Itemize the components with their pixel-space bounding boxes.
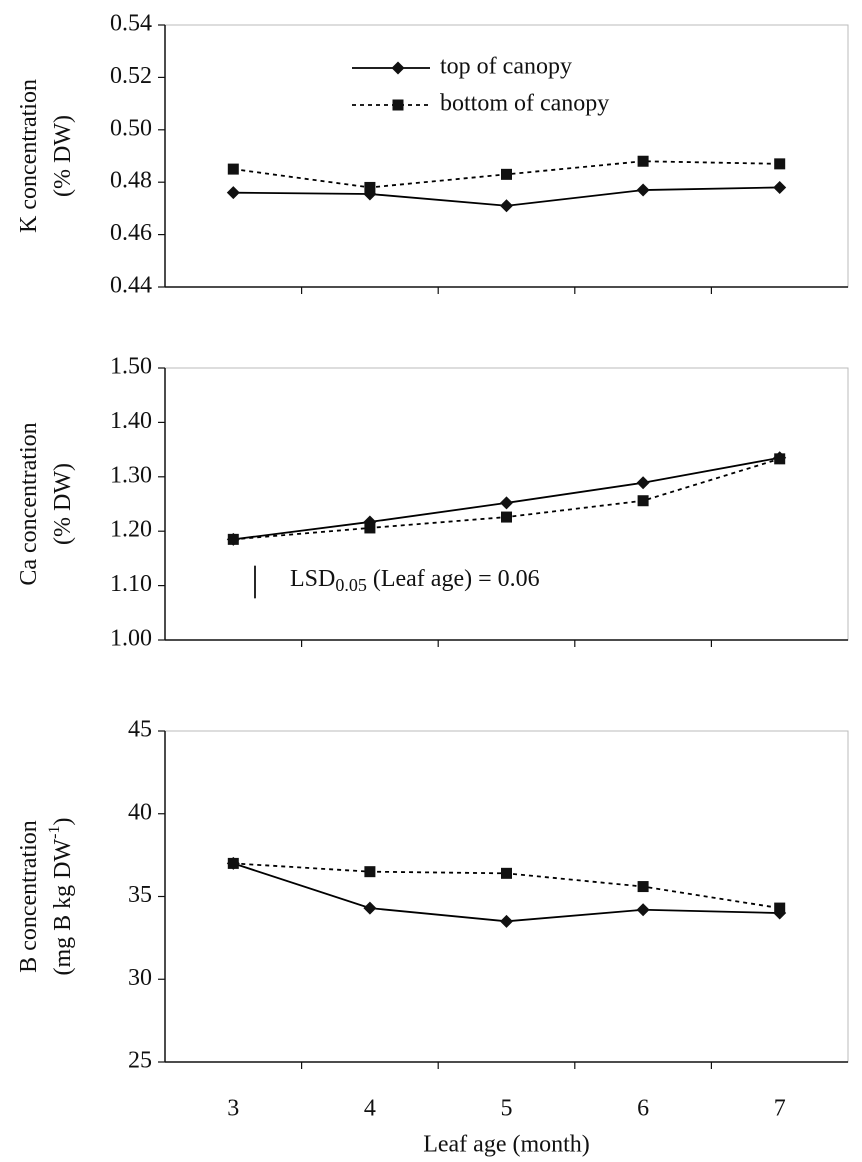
marker-square: [227, 163, 239, 175]
y-tick-label: 0.48: [110, 168, 152, 194]
annotation: LSD0.05 (Leaf age) = 0.06: [290, 566, 540, 596]
legend-marker: [392, 99, 404, 111]
x-axis-title: Leaf age (month): [423, 1132, 590, 1158]
marker-square: [637, 495, 649, 507]
marker-square: [501, 867, 512, 879]
y-tick-label: 1.50: [110, 354, 152, 380]
marker-square: [637, 881, 649, 893]
x-tick-label: 7: [774, 1096, 786, 1122]
y-axis-title-text: (mg B kg DW: [50, 838, 76, 975]
annotation-text: LSD: [290, 566, 335, 592]
y-tick-label: 35: [128, 882, 152, 908]
marker-square: [637, 155, 649, 167]
marker-diamond: [636, 183, 650, 197]
marker-diamond: [636, 903, 650, 917]
marker-square: [227, 857, 239, 869]
y-tick-label: 0.52: [110, 63, 152, 89]
marker-diamond: [226, 186, 240, 200]
y-axis-title-text: (% DW): [50, 115, 76, 197]
y-axis-title: (% DW): [50, 115, 76, 197]
y-axis-title-text: K concentration: [16, 79, 42, 233]
marker-diamond: [773, 180, 787, 194]
marker-square: [364, 866, 376, 878]
y-tick-label: 1.00: [110, 626, 152, 652]
x-tick-label: 4: [364, 1096, 376, 1122]
x-tick-label: 5: [501, 1096, 513, 1122]
x-tick-label: 6: [637, 1096, 649, 1122]
y-axis-title: Ca concentration: [16, 422, 42, 585]
y-axis-title-superscript: -1: [46, 826, 63, 839]
marker-square: [774, 453, 786, 465]
marker-square: [774, 902, 786, 914]
marker-square: [774, 158, 786, 170]
marker-diamond: [636, 476, 650, 490]
marker-square: [364, 522, 376, 534]
marker-square: [501, 511, 512, 523]
y-tick-label: 1.30: [110, 462, 152, 488]
y-tick-label: 1.40: [110, 408, 152, 434]
y-tick-label: 30: [128, 965, 152, 991]
marker-square: [501, 168, 512, 180]
y-tick-label: 1.10: [110, 571, 152, 597]
marker-diamond: [500, 199, 513, 213]
annotation-rest: (Leaf age) = 0.06: [367, 566, 540, 592]
y-axis-title: (mg B kg DW-1): [46, 818, 76, 976]
y-axis-title-text: (% DW): [50, 463, 76, 545]
marker-square: [227, 533, 239, 545]
y-axis-title: B concentration: [16, 820, 42, 973]
y-axis-title: (% DW): [50, 463, 76, 545]
y-tick-label: 0.46: [110, 220, 152, 246]
y-tick-label: 0.44: [110, 273, 152, 299]
y-axis-title: K concentration: [16, 79, 42, 233]
marker-diamond: [500, 914, 513, 928]
legend-marker: [391, 61, 405, 75]
y-tick-label: 0.50: [110, 115, 152, 141]
marker-diamond: [500, 496, 513, 510]
marker-diamond: [363, 901, 377, 915]
marker-square: [364, 181, 376, 193]
y-axis-title-text: B concentration: [16, 820, 42, 973]
plot-frame: [164, 730, 849, 1063]
y-tick-label: 1.20: [110, 517, 152, 543]
y-tick-label: 40: [128, 799, 152, 825]
legend-label: bottom of canopy: [440, 91, 609, 117]
y-tick-label: 0.54: [110, 11, 152, 37]
y-tick-label: 45: [128, 717, 152, 743]
annotation-subscript: 0.05: [335, 575, 367, 595]
y-axis-title-suffix: ): [50, 818, 76, 826]
y-axis-title-text: Ca concentration: [16, 422, 42, 585]
legend-label: top of canopy: [440, 54, 572, 80]
x-tick-label: 3: [227, 1096, 239, 1122]
y-tick-label: 25: [128, 1048, 152, 1074]
